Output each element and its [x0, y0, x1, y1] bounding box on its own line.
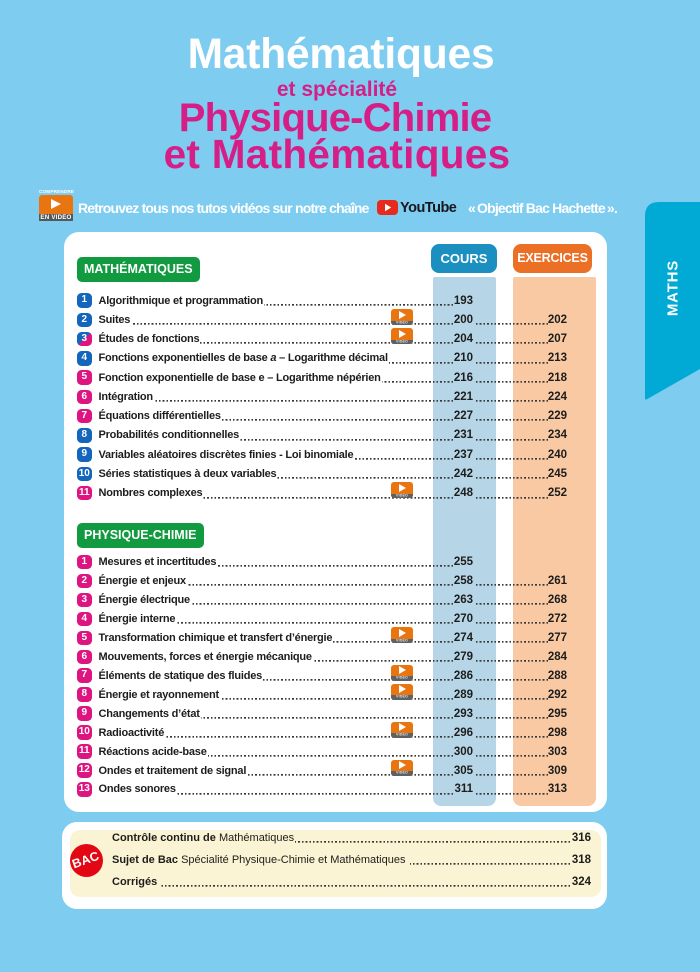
svg-text:MATHS: MATHS [665, 260, 682, 316]
